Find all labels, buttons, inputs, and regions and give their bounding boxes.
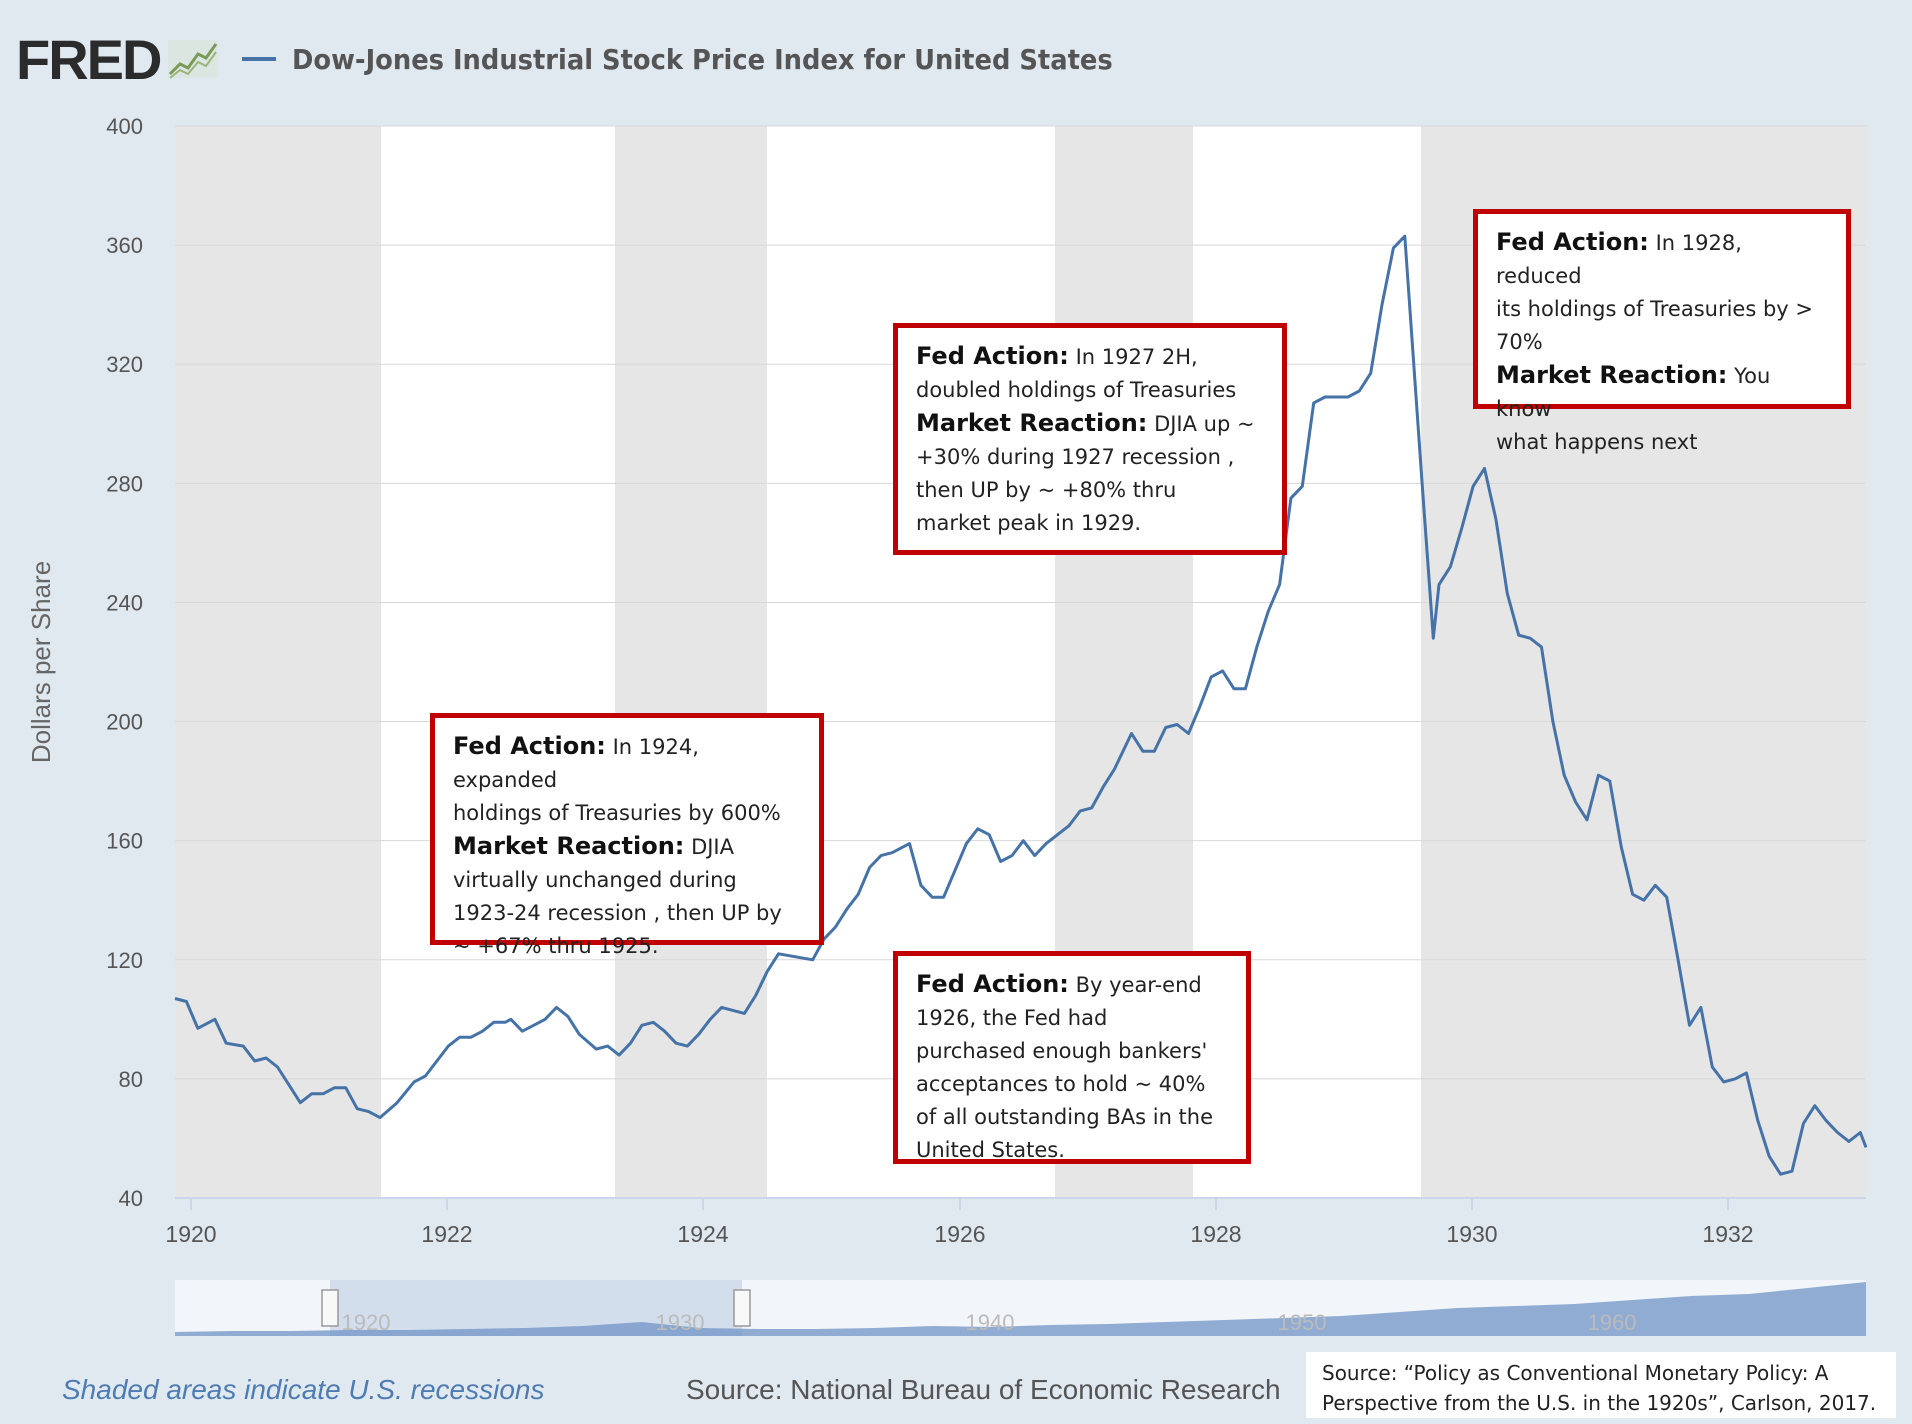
annotation-3-text-0: By year-end [1068,973,1202,997]
y-tick-label-320: 320 [106,352,143,377]
annotation-0-heading-2: Market Reaction: [453,832,685,860]
x-tick-label-1928: 1928 [1190,1221,1241,1247]
annotation-2-line-3: Market Reaction: You know [1496,359,1828,426]
annotation-1-line-2: Market Reaction: DJIA up ~ [916,407,1264,441]
annotation-1-line-3: +30% during 1927 recession , [916,441,1264,474]
annotation-2-text-2: 70% [1496,330,1543,354]
annotation-1-text-5: market peak in 1929. [916,511,1142,535]
annotation-2-line-4: what happens next [1496,426,1828,459]
chart-header: FRED Dow-Jones Industrial Stock Price In… [16,24,1185,94]
annotation-0-text-1: holdings of Treasuries by 600% [453,801,781,825]
y-tick-label-40: 40 [119,1186,143,1211]
annotation-2-text-1: its holdings of Treasuries by > [1496,297,1813,321]
navigator-label-1940: 1940 [966,1310,1015,1335]
annotation-3-text-2: purchased enough bankers' [916,1039,1208,1063]
x-tick-label-1922: 1922 [421,1221,472,1247]
annotation-0-heading-0: Fed Action: [453,732,606,760]
series-line-djia [174,234,1868,1176]
annotation-3-line-1: 1926, the Fed had [916,1002,1228,1035]
x-tick-label-1932: 1932 [1702,1221,1753,1247]
x-tick-label-1920: 1920 [165,1221,216,1247]
recession-band-0 [175,126,381,1198]
annotation-1-heading-2: Market Reaction: [916,409,1148,437]
citation-line-2: Perspective from the U.S. in the 1920s”,… [1322,1391,1877,1415]
y-tick-label-360: 360 [106,233,143,258]
annotation-2-line-0: Fed Action: In 1928, reduced [1496,226,1828,293]
annotation-2-heading-0: Fed Action: [1496,228,1649,256]
navigator-handle-left [321,1289,339,1327]
fred-chart-icon [168,40,219,79]
annotation-1-text-4: then UP by ~ +80% thru [916,478,1177,502]
annotation-3-text-3: acceptances to hold ~ 40% [916,1072,1206,1096]
annotation-fed-1928: Fed Action: In 1928, reduced its holdings… [1473,209,1851,454]
annotation-3-line-4: of all outstanding BAs in the [916,1101,1228,1134]
annotation-fed-1924: Fed Action: In 1924, expanded holdings of… [430,713,824,958]
annotation-0-line-5: ~ +67% thru 1925. [453,930,801,963]
annotation-1-heading-0: Fed Action: [916,342,1069,370]
annotation-0-line-2: Market Reaction: DJIA [453,830,801,864]
citation-line-1: Source: “Policy as Conventional Monetary… [1322,1361,1829,1385]
citation-box: Source: “Policy as Conventional Monetary… [1306,1352,1896,1418]
annotation-0-line-3: virtually unchanged during [453,864,801,897]
annotation-1-line-1: doubled holdings of Treasuries [916,374,1264,407]
annotation-0-text-5: ~ +67% thru 1925. [453,934,659,958]
annotation-2-text-3: You know [1496,364,1771,421]
x-tick-label-1930: 1930 [1446,1221,1497,1247]
annotation-1-text-2: DJIA up ~ [1147,412,1255,436]
annotation-3-text-1: 1926, the Fed had [916,1006,1108,1030]
y-tick-label-280: 280 [106,471,143,496]
annotation-3-line-2: purchased enough bankers' [916,1035,1228,1068]
annotation-3-heading-0: Fed Action: [916,970,1069,998]
annotation-3-text-4: of all outstanding BAs in the [916,1105,1214,1129]
annotation-2-line-1: its holdings of Treasuries by > [1496,293,1828,326]
x-tick-label-1924: 1924 [677,1221,728,1247]
annotation-0-line-1: holdings of Treasuries by 600% [453,797,801,830]
annotation-2-text-4: what happens next [1496,430,1698,454]
annotation-2-text-0: In 1928, reduced [1496,231,1742,288]
navigator-label-1930: 1930 [656,1310,705,1335]
annotation-0-line-0: Fed Action: In 1924, expanded [453,730,801,797]
series-title: Dow-Jones Industrial Stock Price Index f… [292,42,1114,76]
annotation-0-line-4: 1923-24 recession , then UP by [453,897,801,930]
y-tick-label-120: 120 [106,948,143,973]
navigator-label-1960: 1960 [1588,1310,1637,1335]
recession-note: Shaded areas indicate U.S. recessions [62,1374,545,1405]
annotation-1-text-1: doubled holdings of Treasuries [916,378,1237,402]
annotation-0-text-3: virtually unchanged during [453,868,737,892]
fred-logo[interactable]: FRED [16,27,162,91]
navigator-label-1920: 1920 [342,1310,391,1335]
annotation-1-line-5: market peak in 1929. [916,507,1264,540]
annotation-1-text-0: In 1927 2H, [1068,345,1198,369]
navigator-area [175,1282,1866,1336]
navigator-handle-right [733,1289,751,1327]
y-tick-label-200: 200 [106,710,143,735]
annotation-fed-1926: Fed Action: By year-end 1926, the Fed had… [893,951,1251,1164]
y-axis-label: Dollars per Share [26,561,56,763]
annotation-1-line-4: then UP by ~ +80% thru [916,474,1264,507]
annotation-3-line-5: United States. [916,1134,1228,1167]
annotation-0-text-4: 1923-24 recession , then UP by [453,901,782,925]
recession-band-1 [615,126,767,1198]
navigator-label-1950: 1950 [1278,1310,1327,1335]
annotation-3-line-3: acceptances to hold ~ 40% [916,1068,1228,1101]
annotation-1-text-3: +30% during 1927 recession , [916,445,1235,469]
y-tick-label-400: 400 [106,114,143,139]
annotation-3-text-5: United States. [916,1138,1065,1162]
annotation-0-text-2: DJIA [684,835,734,859]
annotation-1-line-0: Fed Action: In 1927 2H, [916,340,1264,374]
annotation-2-heading-3: Market Reaction: [1496,361,1728,389]
legend-line-swatch [242,57,277,61]
annotation-2-line-2: 70% [1496,326,1828,359]
y-tick-label-80: 80 [119,1067,143,1092]
y-tick-label-240: 240 [106,590,143,615]
annotation-0-text-0: In 1924, expanded [453,735,699,792]
y-tick-label-160: 160 [106,829,143,854]
x-tick-label-1926: 1926 [934,1221,985,1247]
annotation-fed-1927: Fed Action: In 1927 2H, doubled holdings … [893,323,1287,555]
annotation-3-line-0: Fed Action: By year-end [916,968,1228,1002]
recession-source: Source: National Bureau of Economic Rese… [686,1374,1281,1405]
